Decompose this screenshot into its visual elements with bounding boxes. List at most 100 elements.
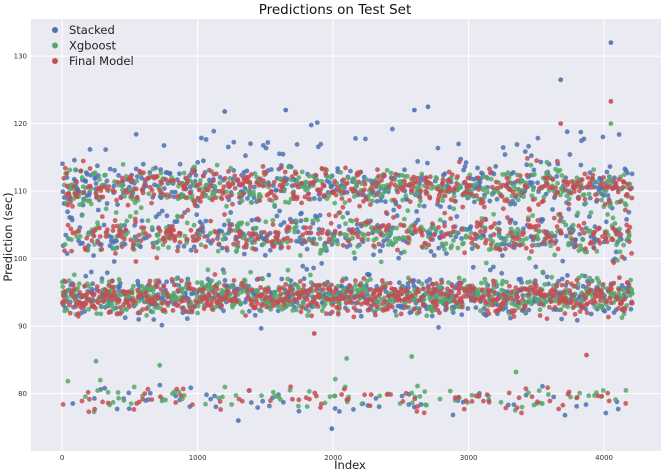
data-point <box>600 282 606 287</box>
data-point <box>173 233 178 239</box>
data-point <box>562 311 568 316</box>
data-point <box>80 240 85 246</box>
data-point <box>305 313 310 318</box>
data-point <box>449 172 455 178</box>
data-point <box>419 281 425 287</box>
data-point <box>221 308 226 314</box>
data-point <box>95 300 101 305</box>
data-point <box>535 236 541 242</box>
data-point <box>629 291 635 296</box>
data-point <box>163 177 169 182</box>
data-point <box>119 244 125 250</box>
data-point <box>602 201 608 207</box>
data-point <box>406 235 412 241</box>
data-point <box>152 302 158 307</box>
data-point <box>269 239 275 245</box>
data-point <box>87 289 92 295</box>
data-point <box>483 280 489 286</box>
data-point <box>375 180 380 186</box>
data-point <box>157 228 163 234</box>
data-point <box>500 145 506 150</box>
data-point <box>293 218 299 224</box>
data-point <box>188 247 194 253</box>
data-point <box>452 198 458 204</box>
data-point <box>363 287 369 293</box>
data-point <box>450 229 456 234</box>
data-point <box>401 249 407 255</box>
data-point <box>286 164 291 170</box>
data-point <box>452 185 458 191</box>
data-point <box>340 204 346 210</box>
data-point <box>374 192 380 197</box>
data-point <box>422 240 428 246</box>
data-point <box>418 198 423 204</box>
data-point <box>339 278 345 284</box>
data-point <box>616 237 622 243</box>
data-point <box>255 216 261 222</box>
data-point <box>479 216 485 221</box>
data-point <box>247 388 252 393</box>
y-tick-label: 120 <box>14 120 27 128</box>
data-point <box>539 401 545 407</box>
data-point <box>512 201 518 207</box>
data-point <box>267 294 273 300</box>
data-point <box>118 195 124 201</box>
data-point <box>395 247 400 253</box>
data-point <box>109 278 115 284</box>
data-point <box>87 396 92 402</box>
data-point <box>473 232 479 238</box>
data-point <box>235 178 241 184</box>
data-point <box>179 214 185 219</box>
data-point <box>271 294 276 299</box>
data-point <box>384 392 390 397</box>
data-point <box>339 292 344 298</box>
data-point <box>228 228 234 233</box>
data-point <box>461 406 467 412</box>
data-point <box>555 189 561 195</box>
data-point <box>124 218 130 224</box>
data-point <box>603 230 608 236</box>
data-point <box>128 237 134 243</box>
data-point <box>135 242 141 248</box>
data-point <box>505 215 510 220</box>
data-point <box>530 187 536 193</box>
data-point <box>431 307 437 313</box>
data-point <box>278 291 284 297</box>
data-point <box>129 290 135 296</box>
data-point <box>170 308 176 313</box>
data-point <box>509 289 514 295</box>
data-point <box>526 390 531 396</box>
data-point <box>463 233 469 239</box>
data-point <box>343 300 349 306</box>
data-point <box>301 238 307 244</box>
data-point <box>552 241 558 246</box>
data-point <box>224 245 230 251</box>
x-tick-label: 4000 <box>595 454 613 462</box>
data-point <box>112 189 117 195</box>
data-point <box>65 378 71 384</box>
data-point <box>191 287 197 292</box>
data-point <box>409 293 415 299</box>
data-point <box>123 227 129 233</box>
data-point <box>433 287 439 292</box>
data-point <box>220 394 225 400</box>
data-point <box>293 298 298 304</box>
data-point <box>268 306 274 312</box>
data-point <box>92 406 98 412</box>
data-point <box>322 301 328 307</box>
data-point <box>374 198 380 204</box>
data-point <box>625 181 631 187</box>
data-point <box>189 309 195 315</box>
data-point <box>268 167 274 172</box>
data-point <box>304 297 310 302</box>
data-point <box>304 217 309 223</box>
data-point <box>479 280 484 286</box>
data-point <box>435 145 441 151</box>
data-point <box>114 238 119 244</box>
data-point <box>274 213 280 219</box>
data-point <box>192 304 198 310</box>
data-point <box>481 204 487 210</box>
data-point <box>198 242 204 248</box>
data-point <box>400 235 406 240</box>
data-point <box>600 305 605 311</box>
